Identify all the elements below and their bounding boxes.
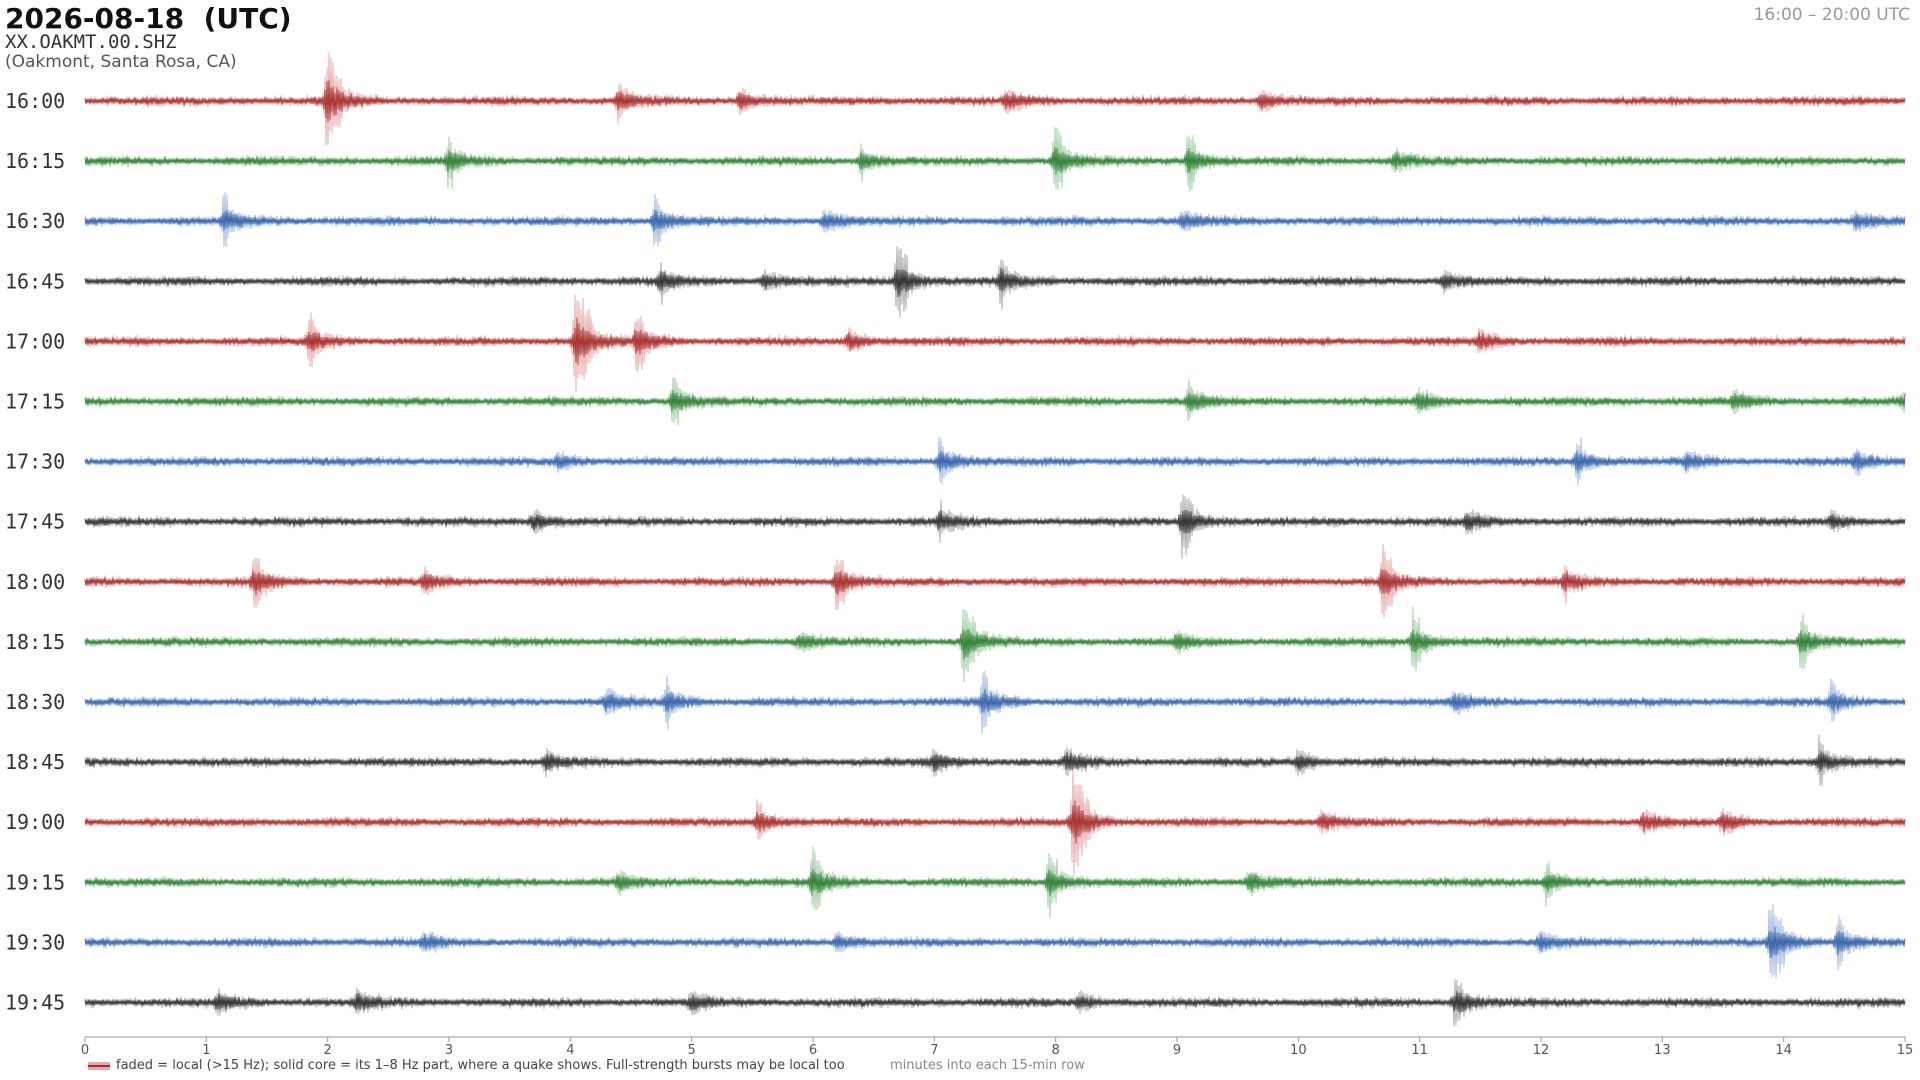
row-label: 17:45 — [5, 510, 65, 534]
trace-1645 — [84, 267, 1906, 298]
x-tick-label: 5 — [688, 1043, 696, 1058]
time-range: 16:00 – 20:00 UTC — [1753, 5, 1910, 25]
row-labels-group: 16:00 16:15 16:30 16:45 17:00 17:15 17:30 17:45… — [5, 89, 65, 1015]
trace-1845 — [84, 751, 1906, 773]
trace-1900 — [84, 800, 1906, 844]
x-tick-label: 7 — [930, 1043, 938, 1058]
x-tick-label: 2 — [324, 1043, 332, 1058]
x-axis: 0 1 2 3 4 5 6 7 8 9 10 11 12 13 14 15 — [81, 1036, 1914, 1058]
row-label: 18:30 — [5, 690, 65, 714]
row-label: 16:15 — [5, 149, 65, 173]
row-label: 17:30 — [5, 450, 65, 474]
trace-1815 — [84, 628, 1906, 660]
trace-1745 — [84, 509, 1906, 534]
x-axis-label: minutes into each 15-min row — [890, 1058, 1085, 1073]
station-location: (Oakmont, Santa Rosa, CA) — [5, 52, 237, 72]
row-label: 19:15 — [5, 870, 65, 894]
row-label: 17:00 — [5, 329, 65, 353]
legend-swatch — [88, 1061, 110, 1070]
x-tick-label: 1 — [202, 1043, 210, 1058]
legend: faded = local (>15 Hz); solid core = its… — [88, 1058, 845, 1073]
x-tick-label: 15 — [1897, 1043, 1914, 1058]
trace-faded-1745 — [84, 494, 1906, 559]
row-label: 19:45 — [5, 991, 65, 1015]
trace-faded-1715 — [84, 377, 1906, 426]
x-tick-label: 11 — [1411, 1043, 1428, 1058]
legend-text: faded = local (>15 Hz); solid core = its… — [116, 1058, 845, 1073]
x-tick-label: 12 — [1533, 1043, 1550, 1058]
row-label: 18:45 — [5, 750, 65, 774]
row-label: 16:45 — [5, 269, 65, 293]
trace-1945 — [84, 991, 1906, 1014]
x-tick-label: 3 — [445, 1043, 453, 1058]
trace-1630 — [84, 209, 1906, 232]
x-tick-label: 13 — [1654, 1043, 1671, 1058]
trace-1830 — [84, 689, 1906, 714]
row-label: 18:15 — [5, 630, 65, 654]
trace-1600 — [84, 80, 1906, 122]
row-label: 17:15 — [5, 390, 65, 414]
trace-1730 — [84, 450, 1906, 473]
chart-title: 2026-08-18 (UTC) — [5, 2, 292, 35]
traces-group — [84, 52, 1906, 1027]
x-tick-label: 9 — [1173, 1043, 1181, 1058]
trace-1615 — [84, 147, 1906, 175]
trace-1715 — [84, 390, 1906, 412]
x-tick-label: 10 — [1290, 1043, 1307, 1058]
row-label: 18:00 — [5, 570, 65, 594]
trace-1930 — [84, 926, 1906, 959]
trace-1915 — [84, 869, 1906, 897]
station-code: XX.OAKMT.00.SHZ — [5, 31, 177, 53]
trace-1700 — [84, 317, 1906, 366]
row-label: 19:30 — [5, 930, 65, 954]
trace-1800 — [84, 569, 1906, 596]
row-label: 19:00 — [5, 810, 65, 834]
row-label: 16:30 — [5, 209, 65, 233]
x-tick-label: 6 — [809, 1043, 817, 1058]
x-tick-label: 14 — [1775, 1043, 1792, 1058]
x-tick-label: 4 — [566, 1043, 574, 1058]
x-tick-label: 0 — [81, 1043, 89, 1058]
row-label: 16:00 — [5, 89, 65, 113]
trace-faded-1600 — [84, 52, 1906, 146]
x-tick-label: 8 — [1052, 1043, 1060, 1058]
